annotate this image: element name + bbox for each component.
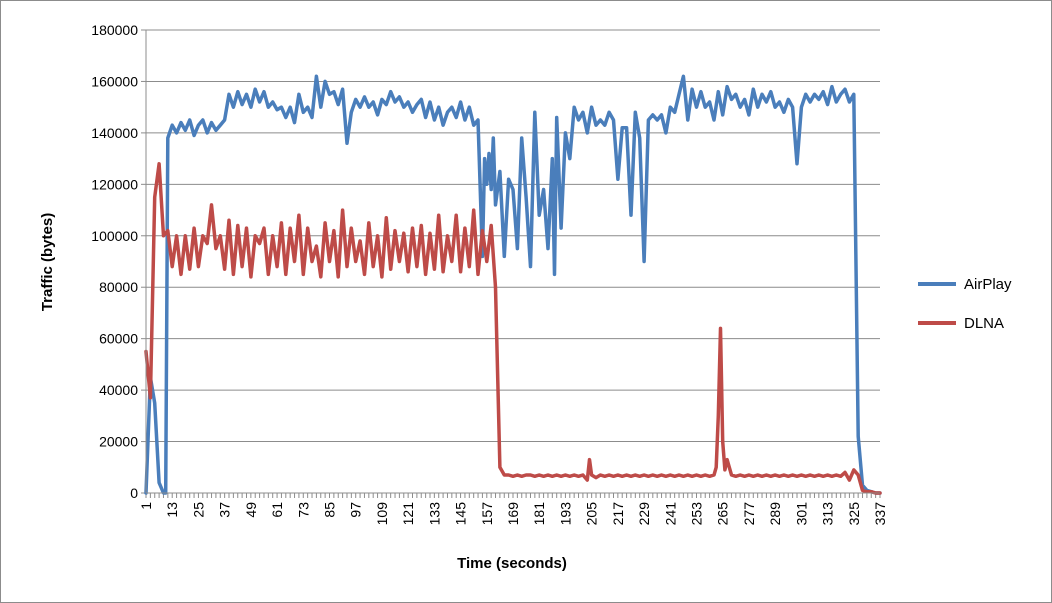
x-tick-label: 133 [426,502,442,526]
x-tick-label: 1 [138,502,154,510]
y-tick-label: 40000 [99,382,138,398]
x-tick-label: 277 [741,502,757,526]
x-tick-label: 169 [505,502,521,526]
x-tick-label: 337 [872,502,888,526]
x-tick-label: 121 [400,502,416,526]
y-tick-label: 160000 [91,73,138,89]
series-line-airplay [144,74,882,495]
x-tick-label: 301 [793,502,809,526]
x-axis-ticks: 1 13 25 37 49 61 73 85 97 109 121 133 145 157 169 181 19… [138,493,888,525]
x-tick-label: 241 [662,502,678,526]
x-tick-label: 13 [164,502,180,518]
x-tick-label: 37 [217,502,233,518]
x-tick-label: 325 [846,502,862,526]
x-tick-label: 73 [295,502,311,518]
x-tick-label: 97 [348,502,364,518]
y-tick-label: 60000 [99,331,138,347]
y-tick-label: 0 [130,485,138,501]
x-tick-label: 157 [479,502,495,526]
y-tick-label: 20000 [99,434,138,450]
y-tick-label: 100000 [91,228,138,244]
x-tick-label: 193 [557,502,573,526]
x-tick-label: 217 [610,502,626,526]
y-axis-ticks: 0 20000 40000 60000 80000 100000 120000 140000 1… [91,22,146,501]
series-line-dlna [144,162,882,495]
x-tick-label: 145 [453,502,469,526]
x-tick-label: 25 [190,502,206,518]
legend: AirPlay DLNA [918,276,1012,332]
y-axis-title: Traffic (bytes) [39,213,56,311]
y-tick-label: 140000 [91,125,138,141]
y-tick-label: 80000 [99,279,138,295]
x-tick-label: 229 [636,502,652,526]
x-tick-label: 49 [243,502,259,518]
x-tick-label: 289 [767,502,783,526]
x-tick-label: 205 [584,502,600,526]
x-tick-label: 313 [820,502,836,526]
y-tick-label: 180000 [91,22,138,38]
x-tick-label: 61 [269,502,285,518]
legend-label-dlna: DLNA [964,315,1004,332]
x-tick-label: 265 [715,502,731,526]
x-tick-label: 253 [689,502,705,526]
x-tick-label: 85 [322,502,338,518]
x-axis-title: Time (seconds) [457,555,567,572]
gridlines [146,29,880,443]
legend-label-airplay: AirPlay [964,276,1012,293]
x-tick-label: 181 [531,502,547,526]
x-tick-label: 109 [374,502,390,526]
y-tick-label: 120000 [91,176,138,192]
plot-lines [144,74,882,495]
